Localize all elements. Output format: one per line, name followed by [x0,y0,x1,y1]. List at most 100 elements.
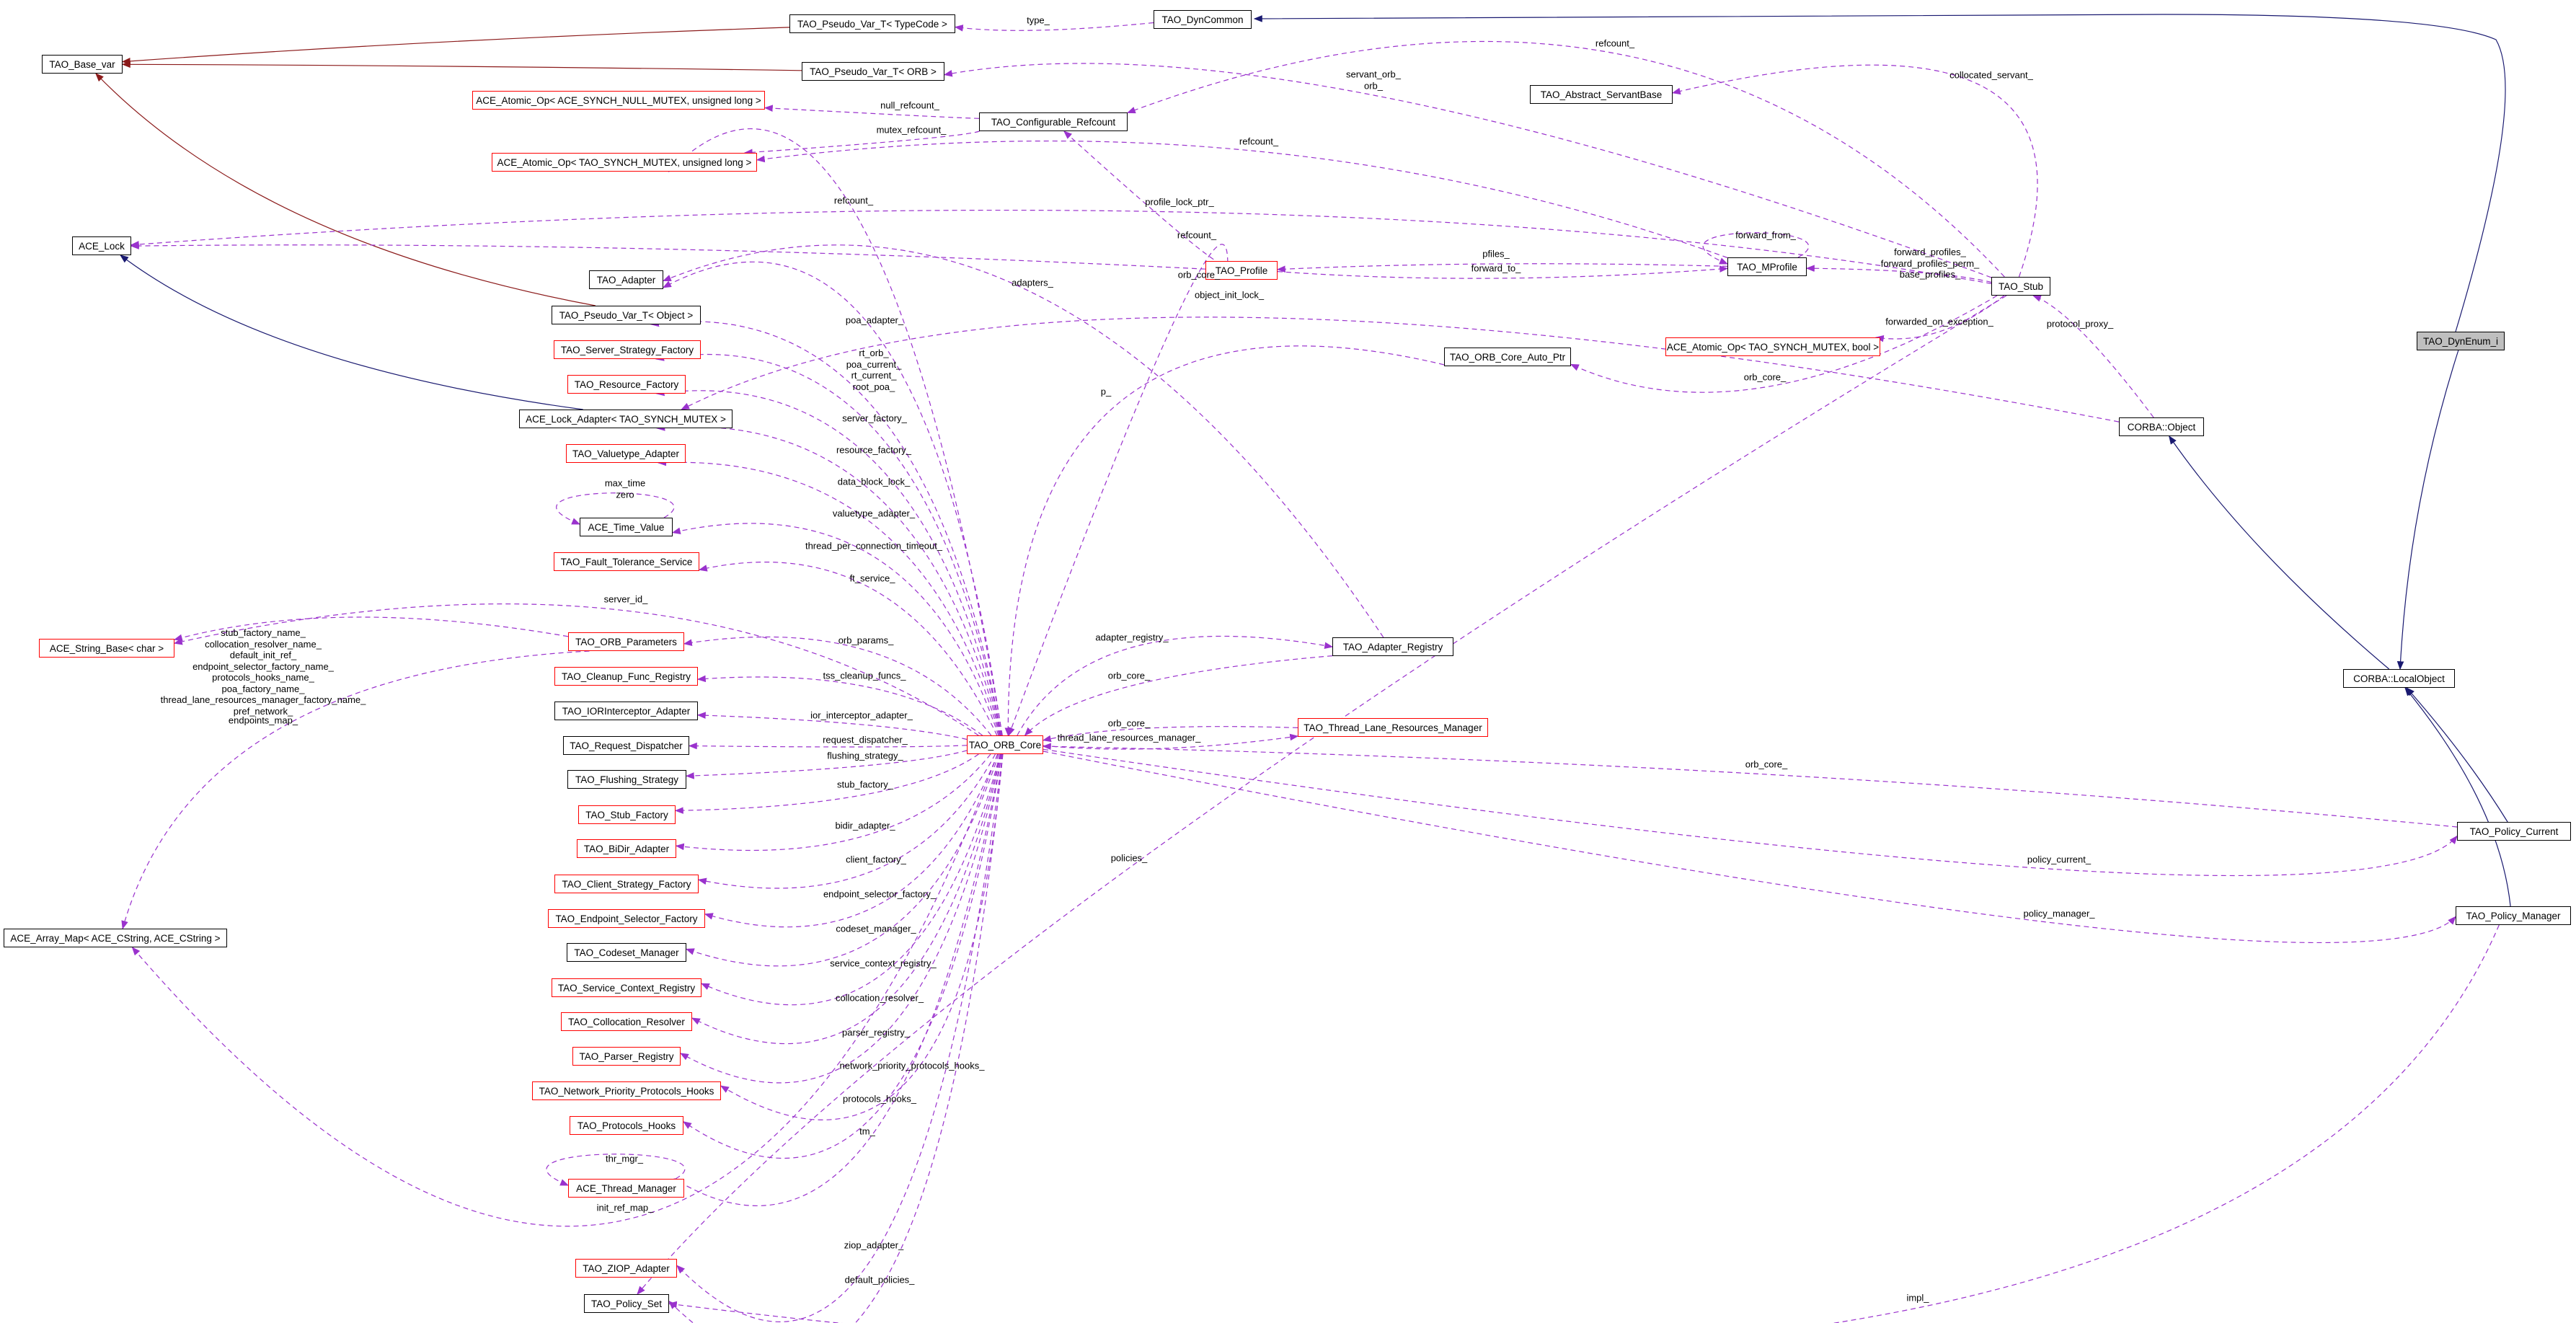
class-node-localobject[interactable]: CORBA::LocalObject [2343,669,2455,688]
class-node-ziop_adapter[interactable]: TAO_ZIOP_Adapter [575,1259,677,1278]
edge-stub--atomic_bool [1875,295,2005,342]
edge-policy_manager--localobject [2404,687,2511,907]
edge-conf_refcount--atomic_ulong [743,130,980,156]
edge-orb_core_auto_ptr--orb_core [1004,345,1445,737]
class-node-codeset_manager[interactable]: TAO_Codeset_Manager [567,943,686,962]
class-node-ace_lock[interactable]: ACE_Lock [72,236,131,255]
class-node-pvt_object[interactable]: TAO_Pseudo_Var_T< Object > [552,306,701,324]
edge-orb_core--server_strategy [655,353,1002,736]
edge-orb_core--request_dispatcher [688,742,968,750]
edge-adapter_registry--adapter [662,244,1384,638]
class-node-orb_core_auto_ptr[interactable]: TAO_ORB_Core_Auto_Ptr [1444,348,1571,366]
edge-stub--abstract_servant [1671,64,2038,278]
edge-orb_core--adapter [662,261,1003,736]
edge-corba_object--stub [2032,295,2154,418]
class-node-adapter_registry[interactable]: TAO_Adapter_Registry [1332,637,1453,656]
edge-dyncommon--pvt_typecode [954,22,1154,32]
class-node-protocols_hooks[interactable]: TAO_Protocols_Hooks [570,1116,683,1135]
class-node-bidir_adapter[interactable]: TAO_BiDir_Adapter [577,839,676,858]
edge-orb_parameters--array_map [121,650,590,930]
class-node-valuetype_adapter[interactable]: TAO_Valuetype_Adapter [566,444,686,463]
edge-dynenum_i--dyncommon [1253,14,2506,332]
edge-conf_refcount--atomic_null [763,105,980,119]
class-node-atomic_null[interactable]: ACE_Atomic_Op< ACE_SYNCH_NULL_MUTEX, uns… [472,91,765,110]
class-node-fault_tolerance[interactable]: TAO_Fault_Tolerance_Service [554,552,699,571]
class-node-ior_interceptor[interactable]: TAO_IORInterceptor_Adapter [554,702,698,720]
edge-profile--mprofile [1277,265,1729,279]
edge-corba_object--lock_adapter [681,317,2120,422]
edge-orb_core--time_value [671,523,999,736]
edge-stub--mprofile [1805,265,1992,283]
class-node-conf_refcount[interactable]: TAO_Configurable_Refcount [979,112,1128,131]
class-node-parser_registry[interactable]: TAO_Parser_Registry [572,1047,681,1066]
edge-orb_core--endpoint_selector [704,753,999,928]
edge-stub--orb_core_auto_ptr [1570,295,1998,393]
edge-orb_core--service_context [700,753,1001,1006]
class-node-network_priority[interactable]: TAO_Network_Priority_Protocols_Hooks [532,1081,721,1100]
class-node-policy_set[interactable]: TAO_Policy_Set [584,1294,669,1313]
edge-localobject--corba_object [2169,435,2390,670]
class-node-base_var[interactable]: TAO_Base_var [42,55,123,74]
edge-orb_core--flushing_strategy [685,750,968,779]
edge-orb_core--ziop_adapter [676,753,1004,1322]
class-node-collocation_resolver[interactable]: TAO_Collocation_Resolver [561,1012,692,1031]
class-node-policy_manager[interactable]: TAO_Policy_Manager [2456,906,2571,925]
class-node-corba_object[interactable]: CORBA::Object [2119,417,2204,436]
edge-orb_core--thread_lane [1043,733,1299,750]
edge-orb_core--pvt_object [650,319,1002,736]
edge-orb_core--codeset_manager [685,753,999,967]
class-node-resource_factory[interactable]: TAO_Resource_Factory [567,375,686,394]
edge-profile--conf_refcount [1063,130,1226,266]
edge-mprofile--mprofile [1702,232,1810,265]
class-node-cleanup_func[interactable]: TAO_Cleanup_Func_Registry [554,667,698,686]
class-node-dyncommon[interactable]: TAO_DynCommon [1154,10,1252,29]
edge-orb_core--policy_set [668,753,1004,1323]
class-node-orb_core[interactable]: TAO_ORB_Core [967,735,1043,754]
edge-policy_current--orb_core [1042,743,2458,828]
edge-orb_core--array_map [131,753,999,1227]
edge-mprofile--atomic_ulong [756,140,1728,259]
edge-stub--conf_refcount [1126,41,2005,278]
class-node-endpoint_selector[interactable]: TAO_Endpoint_Selector_Factory [548,909,705,928]
class-node-pvt_orb[interactable]: TAO_Pseudo_Var_T< ORB > [802,62,944,81]
class-node-policy_current[interactable]: TAO_Policy_Current [2457,822,2571,841]
class-node-client_strategy[interactable]: TAO_Client_Strategy_Factory [554,875,699,893]
edge-pvt_object--base_var [95,73,596,306]
class-node-profile[interactable]: TAO_Profile [1205,261,1278,280]
edge-orb_core--client_strategy [697,753,996,889]
class-node-thread_manager[interactable]: ACE_Thread_Manager [568,1179,684,1198]
class-node-string_base[interactable]: ACE_String_Base< char > [39,639,174,658]
edge-orb_core--policy_current [1043,748,2458,877]
edge-pvt_orb--base_var [121,61,802,71]
class-node-server_strategy[interactable]: TAO_Server_Strategy_Factory [554,340,701,359]
edge-orb_core--ior_interceptor [696,712,968,740]
class-node-lock_adapter[interactable]: ACE_Lock_Adapter< TAO_SYNCH_MUTEX > [519,410,732,428]
class-node-mprofile[interactable]: TAO_MProfile [1727,257,1807,276]
class-node-dynenum_i[interactable]: TAO_DynEnum_i [2417,332,2505,350]
class-node-atomic_ulong[interactable]: ACE_Atomic_Op< TAO_SYNCH_MUTEX, unsigned… [492,153,757,172]
class-node-thread_lane[interactable]: TAO_Thread_Lane_Resources_Manager [1298,718,1488,737]
class-node-abstract_servant[interactable]: TAO_Abstract_ServantBase [1530,85,1673,104]
class-node-array_map[interactable]: ACE_Array_Map< ACE_CString, ACE_CString … [4,929,227,947]
class-node-pvt_typecode[interactable]: TAO_Pseudo_Var_T< TypeCode > [789,14,955,33]
edge-adapter_registry--orb_core [1024,655,1333,736]
edge-orb_core--resource_factory [655,389,1001,736]
class-node-atomic_bool[interactable]: ACE_Atomic_Op< TAO_SYNCH_MUTEX, bool > [1665,337,1880,356]
edge-orb_core--orb_parameters [683,636,992,736]
edge-orb_core--thread_manager [673,753,1003,1206]
edge-stub--pvt_orb [943,63,1992,278]
class-node-flushing_strategy[interactable]: TAO_Flushing_Strategy [567,770,686,789]
class-node-time_value[interactable]: ACE_Time_Value [580,518,673,536]
class-node-orb_parameters[interactable]: TAO_ORB_Parameters [568,632,684,651]
edge-orb_core--policy_manager [1043,751,2456,944]
edge-profile--ace_lock [130,242,1206,270]
edge-lock_adapter--ace_lock [120,255,583,410]
class-node-stub_factory[interactable]: TAO_Stub_Factory [578,805,676,824]
edge-orb_core--bidir_adapter [675,753,991,851]
class-node-stub[interactable]: TAO_Stub [1991,277,2050,296]
edge-dynenum_i--localobject [2396,350,2459,671]
class-node-adapter[interactable]: TAO_Adapter [589,270,663,289]
class-node-request_dispatcher[interactable]: TAO_Request_Dispatcher [563,736,689,755]
class-node-service_context[interactable]: TAO_Service_Context_Registry [552,978,701,997]
